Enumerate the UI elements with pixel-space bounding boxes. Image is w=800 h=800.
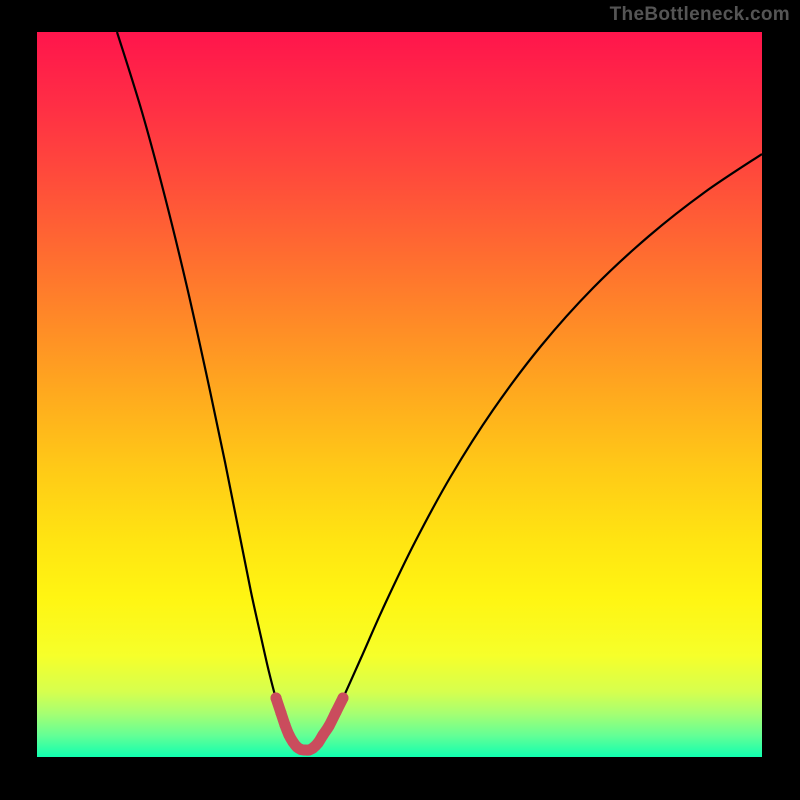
plot-area [37,32,762,757]
watermark-text: TheBottleneck.com [610,4,790,26]
bottleneck-curve [117,32,762,751]
curve-layer [37,32,762,757]
chart-container: TheBottleneck.com [0,0,800,800]
valley-marker [271,693,349,756]
